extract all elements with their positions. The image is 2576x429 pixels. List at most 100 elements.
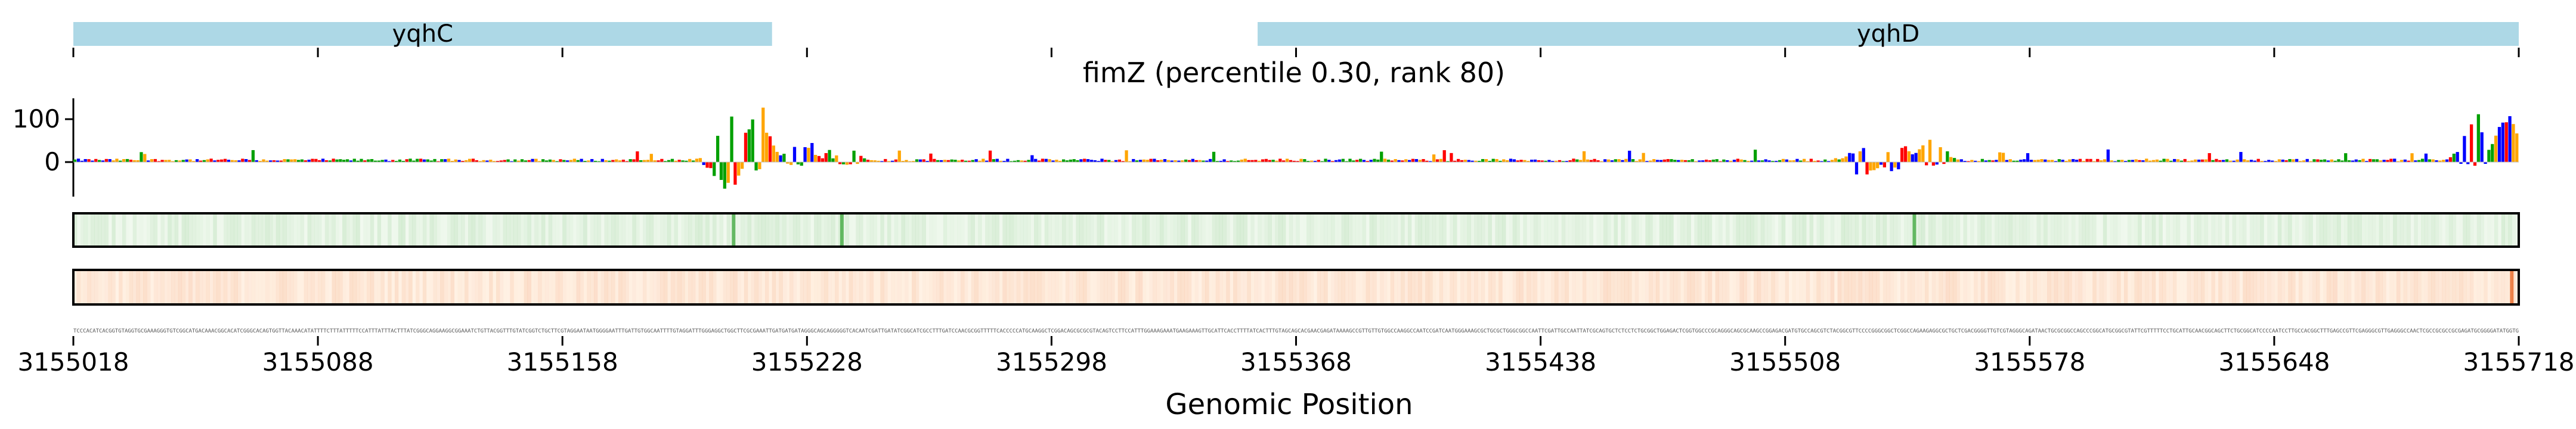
heat-track-2-cell [2386, 270, 2389, 304]
heat-track-1-cell [1041, 213, 1045, 247]
heat-track-1-cell [681, 213, 685, 247]
heat-track-2-cell [342, 270, 346, 304]
heat-track-2-cell [2103, 270, 2107, 304]
heat-track-2-cell [674, 270, 679, 304]
heat-track-1-cell [2316, 213, 2320, 247]
heat-track-1-cell [1020, 213, 1024, 247]
heat-track-1-cell [2026, 213, 2030, 247]
heat-track-1-cell [1303, 213, 1306, 247]
logo-letter-T [125, 158, 129, 162]
heat-track-1-cell [1184, 213, 1188, 247]
heat-track-2-cell [573, 270, 577, 304]
logo-letter-T [2487, 150, 2491, 162]
logo-letter-T [719, 162, 723, 180]
heat-track-2-cell [1209, 270, 1212, 304]
heat-track-1-cell [1030, 213, 1034, 247]
logo-letter-T [1013, 160, 1017, 162]
heat-track-2-cell [764, 270, 769, 304]
logo-letter-T [2417, 160, 2421, 162]
heat-track-2-cell [1642, 270, 1645, 304]
logo-letter-T [576, 160, 580, 162]
heat-track-1-cell [2480, 213, 2484, 247]
heat-track-2-cell [164, 270, 168, 304]
logo-letter-G [1830, 160, 1834, 162]
heat-track-2-cell [1373, 270, 1377, 304]
heat-track-2-cell [531, 270, 534, 304]
heat-track-1-cell [416, 213, 420, 247]
heat-track-2-cell [2162, 270, 2166, 304]
heat-track-2-cell [933, 270, 937, 304]
heat-track-2-cell [611, 270, 615, 304]
heat-track-1-cell [2424, 213, 2429, 247]
heat-track-1-cell [181, 213, 185, 247]
heat-track-2-cell [905, 270, 909, 304]
heat-track-2-cell [2284, 270, 2288, 304]
heat-track-1-cell [2064, 213, 2069, 247]
heat-track-2-cell [1984, 270, 1988, 304]
heat-track-2-cell [1568, 270, 1572, 304]
logo-letter-A [1268, 160, 1271, 162]
heat-track-1-cell [1907, 213, 1912, 247]
heat-track-1-cell [1778, 213, 1782, 247]
heat-track-2-cell [1317, 270, 1321, 304]
heat-track-1-cell [2431, 213, 2435, 247]
logo-letter-C [2295, 158, 2299, 162]
logo-letter-C [974, 159, 978, 162]
heat-track-2-cell [828, 270, 832, 304]
heat-track-1-cell [1862, 213, 1866, 247]
logo-letter-C [702, 162, 705, 165]
heat-track-1-cell [2001, 213, 2006, 247]
heat-track-2-cell [2015, 270, 2020, 304]
heat-track-2-cell [891, 270, 894, 304]
heat-track-1-cell [1212, 213, 1216, 247]
heat-track-1-cell [1118, 213, 1122, 247]
logo-letter-G [1806, 161, 1810, 162]
heat-track-2-cell [1457, 270, 1460, 304]
heat-track-2-cell [1076, 270, 1080, 304]
logo-letter-G [1642, 153, 1645, 162]
heat-track-1-cell [324, 213, 329, 247]
heat-track-1-cell [1446, 213, 1450, 247]
heat-track-2-cell [2166, 270, 2169, 304]
heat-track-2-cell [978, 270, 982, 304]
heat-track-1-cell [1132, 213, 1136, 247]
heat-track-2-cell [2243, 270, 2247, 304]
logo-letter-G [112, 160, 115, 162]
heat-track-2-cell [1639, 270, 1642, 304]
heat-track-2-cell [2151, 270, 2156, 304]
heat-track-1-cell [1712, 213, 1716, 247]
logo-letter-G [1463, 160, 1467, 162]
heat-track-2-cell [108, 270, 112, 304]
heat-track-2-cell [590, 270, 595, 304]
heat-track-2-cell [874, 270, 877, 304]
logo-letter-T [1491, 158, 1495, 162]
heat-track-1-cell [1960, 213, 1964, 247]
logo-letter-T [300, 159, 304, 162]
heat-track-1-cell [147, 213, 150, 247]
heat-track-1-cell [1463, 213, 1468, 247]
heat-track-1-cell [1006, 213, 1010, 247]
heat-track-2-cell [1540, 270, 1544, 304]
heat-track-1-cell [967, 213, 972, 247]
heat-track-1-cell [2484, 213, 2487, 247]
heat-track-2-cell [1771, 270, 1775, 304]
logo-letter-G [2001, 153, 2005, 162]
heat-track-1-cell [1261, 213, 1265, 247]
heat-track-1-cell [1160, 213, 1164, 247]
heat-track-1-cell [482, 213, 486, 247]
heat-track-2-cell [863, 270, 866, 304]
logo-letter-C [2222, 160, 2225, 162]
heat-track-2-cell [1491, 270, 1496, 304]
logo-letter-A [1683, 160, 1688, 162]
heat-track-2-cell [265, 270, 270, 304]
logo-letter-C [1935, 162, 1939, 165]
heat-track-1-cell [2050, 213, 2055, 247]
logo-letter-C [1429, 161, 1432, 162]
heat-track-1-cell [768, 213, 773, 247]
heat-track-1-cell [2267, 213, 2271, 247]
heat-track-2-cell [1572, 270, 1576, 304]
logo-letter-G [695, 158, 699, 162]
heat-track-1-cell [206, 213, 210, 247]
heat-track-1-cell [1188, 213, 1191, 247]
logo-letter-C [1764, 159, 1767, 162]
